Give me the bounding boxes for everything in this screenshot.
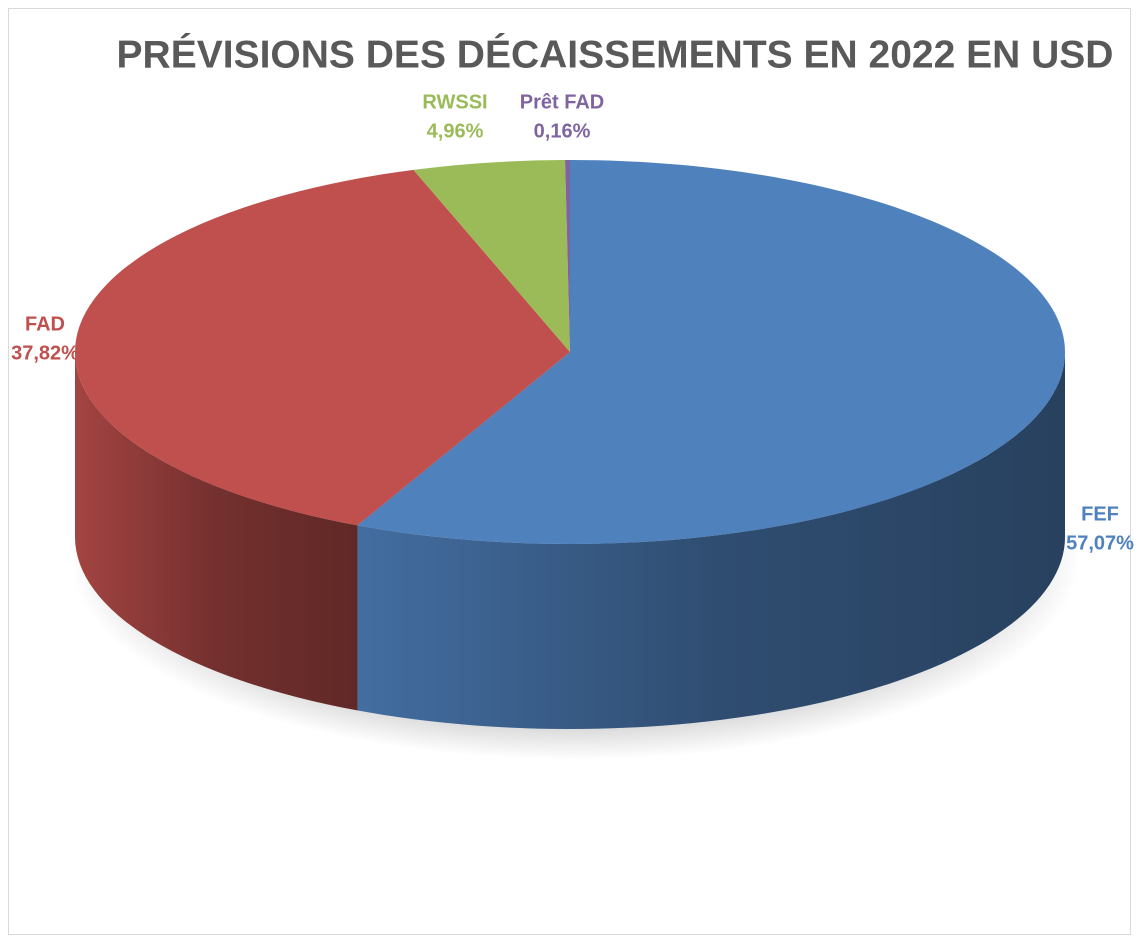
pie-slice [413,160,570,352]
pie-side-shade [357,352,1066,730]
data-label-name: FAD [25,313,65,335]
data-label-value: 37,82% [11,342,79,364]
pie-slice [357,160,1066,544]
pie-slice [75,169,570,526]
chart-title: PRÉVISIONS DES DÉCAISSEMENTS EN 2022 EN … [117,32,1114,76]
pie-side-shade [75,352,358,711]
data-label-value: 4,96% [427,120,484,142]
data-label-name: FEF [1081,503,1119,525]
pie-slice [565,160,570,352]
data-label-name: Prêt FAD [520,91,604,113]
data-label-name: RWSSI [422,91,487,113]
data-label-value: 57,07% [1066,532,1134,554]
data-label-value: 0,16% [534,120,591,142]
